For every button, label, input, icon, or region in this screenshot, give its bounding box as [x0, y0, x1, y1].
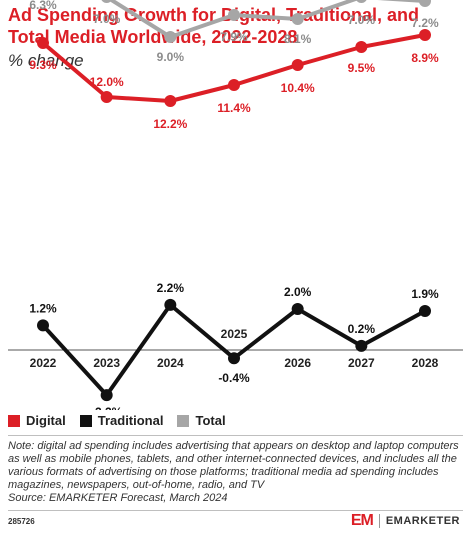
- brand-separator: [378, 514, 380, 528]
- legend-item-digital: Digital: [8, 413, 66, 428]
- data-label-traditional: 0.2%: [348, 322, 376, 336]
- legend-item-total: Total: [177, 413, 226, 428]
- data-point-digital: [228, 79, 240, 91]
- x-tick-label: 2022: [30, 356, 57, 370]
- data-point-traditional: [419, 305, 431, 318]
- legend-swatch-traditional: [79, 414, 92, 427]
- legend-label-total: Total: [195, 413, 226, 428]
- x-tick-label: 2025: [221, 327, 248, 341]
- data-label-traditional: 1.9%: [411, 287, 439, 301]
- legend-item-traditional: Traditional: [79, 413, 164, 428]
- data-point-traditional: [100, 389, 113, 402]
- chart-note: Note: digital ad spending includes adver…: [8, 440, 459, 491]
- data-label-digital: 10.4%: [281, 81, 315, 95]
- data-label-digital: 8.9%: [411, 51, 439, 65]
- data-label-digital: 11.4%: [217, 101, 251, 115]
- data-label-traditional: 2.2%: [157, 281, 185, 295]
- data-point-digital: [291, 59, 304, 71]
- legend-label-traditional: Traditional: [97, 413, 164, 428]
- data-point-digital: [419, 29, 431, 41]
- x-tick-label: 2024: [157, 356, 184, 370]
- legend-label-digital: Digital: [26, 413, 66, 428]
- data-point-traditional: [164, 298, 177, 311]
- x-tick-label: 2026: [284, 356, 311, 370]
- divider-top: [8, 435, 463, 436]
- data-point-total: [101, 0, 112, 3]
- data-point-traditional: [355, 339, 368, 352]
- data-point-digital: [164, 95, 177, 107]
- data-point-total: [164, 31, 177, 43]
- data-point-total: [419, 0, 431, 7]
- data-label-total: 7.0%: [348, 13, 376, 27]
- data-label-total: 7.2%: [411, 16, 439, 30]
- data-label-digital: 9.3%: [29, 58, 57, 72]
- data-point-total: [356, 0, 367, 3]
- data-label-total: 6.3%: [29, 0, 57, 12]
- chart-title: Ad Spending Growth for Digital, Traditio…: [8, 5, 419, 47]
- data-label-traditional: -2.2%: [91, 405, 123, 410]
- data-point-total: [228, 9, 240, 21]
- divider-bottom: [8, 510, 463, 511]
- data-label-traditional: -0.4%: [218, 371, 250, 385]
- legend-swatch-digital: [8, 414, 20, 427]
- brand-name: EMARKETER: [385, 515, 460, 527]
- chart-id: 285726: [8, 517, 35, 526]
- chart-legend: Digital Traditional Total: [8, 413, 226, 428]
- data-point-digital: [100, 91, 113, 103]
- data-point-traditional: [228, 352, 240, 365]
- legend-swatch-total: [177, 414, 190, 427]
- data-label-total: 9.0%: [157, 50, 185, 64]
- chart-subtitle: % change: [8, 51, 84, 70]
- data-label-digital: 12.2%: [153, 117, 187, 131]
- line-chart: 6.3% 7.0% 9.0% 7.9% 8.1% 7.0% 7.2% 9.3% 12.0% 12.…: [8, 0, 463, 410]
- data-point-traditional: [291, 303, 304, 315]
- data-label-digital: 12.0%: [90, 75, 124, 89]
- x-tick-label: 2027: [348, 356, 375, 370]
- data-point-digital: [355, 41, 368, 53]
- brand-mark-icon: EM: [350, 512, 374, 529]
- data-point-total: [291, 13, 304, 25]
- brand-logo: EM EMARKETER: [351, 512, 460, 530]
- data-point-traditional: [37, 319, 49, 332]
- data-label-traditional: 2.0%: [284, 285, 312, 299]
- data-label-traditional: 1.2%: [29, 301, 57, 315]
- chart-source: Source: EMARKETER Forecast, March 2024: [8, 492, 228, 504]
- data-label-total: 8.1%: [284, 32, 312, 46]
- data-label-digital: 9.5%: [348, 61, 376, 75]
- x-tick-label: 2028: [412, 356, 439, 370]
- data-label-total: 7.0%: [93, 12, 121, 26]
- data-point-digital: [37, 37, 49, 49]
- x-tick-label: 2023: [93, 356, 120, 370]
- chart-note-block: Note: digital ad spending includes adver…: [8, 440, 464, 505]
- data-label-total: 7.9%: [220, 30, 248, 44]
